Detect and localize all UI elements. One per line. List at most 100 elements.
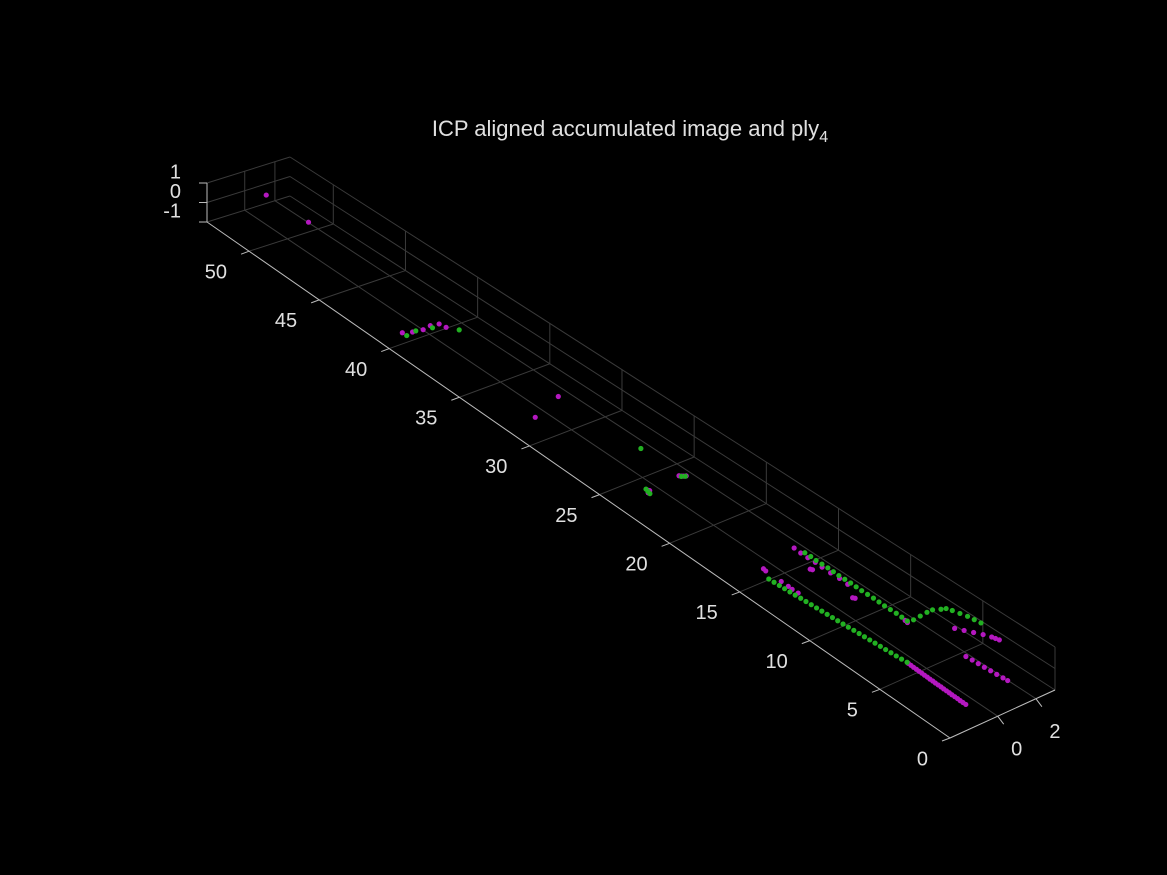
point <box>949 607 955 614</box>
point <box>404 332 410 339</box>
point <box>1000 675 1006 681</box>
point <box>845 624 851 630</box>
point <box>852 595 858 601</box>
grid-line <box>274 200 1037 700</box>
point <box>413 328 419 334</box>
point <box>963 653 969 660</box>
point <box>893 610 899 616</box>
point <box>776 582 782 589</box>
point <box>829 614 836 621</box>
grid-line <box>248 223 334 252</box>
grid-line <box>289 195 1056 691</box>
point <box>917 613 923 619</box>
point <box>957 610 963 617</box>
z-tick-label: 1 <box>170 161 181 183</box>
point <box>819 608 825 614</box>
point <box>555 393 561 400</box>
y-tick <box>731 591 740 596</box>
point <box>791 545 797 551</box>
point <box>778 578 784 585</box>
point <box>825 565 831 571</box>
y-tick-label: 20 <box>625 554 647 576</box>
point <box>929 607 936 613</box>
point <box>830 569 836 575</box>
point <box>766 576 772 582</box>
point <box>876 599 882 605</box>
point <box>861 634 868 640</box>
y-tick <box>240 250 250 255</box>
point <box>971 617 977 623</box>
y-tick <box>381 348 390 353</box>
point <box>638 445 644 452</box>
point <box>978 620 984 626</box>
title-text: ICP aligned accumulated image and ply <box>432 116 819 141</box>
point <box>963 701 969 708</box>
point <box>969 657 975 663</box>
point <box>835 618 841 624</box>
grid-line <box>206 195 291 223</box>
point <box>813 557 819 564</box>
y-tick-label: 10 <box>766 651 788 673</box>
point <box>803 598 809 605</box>
point <box>952 625 958 631</box>
grid-line <box>739 549 839 593</box>
point <box>792 592 798 598</box>
point <box>904 659 910 665</box>
point <box>848 580 854 586</box>
point <box>399 330 405 336</box>
y-tick <box>451 396 460 401</box>
point <box>647 491 653 497</box>
point <box>943 605 949 612</box>
y-tick <box>521 445 530 450</box>
point <box>877 643 883 649</box>
point <box>436 321 442 327</box>
point <box>961 627 967 634</box>
point <box>971 629 977 636</box>
grid-line <box>206 156 291 184</box>
point <box>851 627 857 633</box>
grid-line <box>599 456 695 496</box>
x-tick <box>1035 698 1043 708</box>
point <box>859 588 865 594</box>
point <box>782 586 788 592</box>
point <box>771 579 777 585</box>
point <box>819 561 825 567</box>
point <box>263 192 269 198</box>
point <box>443 324 449 330</box>
point <box>888 650 894 656</box>
grid-line <box>289 156 1056 648</box>
point <box>763 568 769 574</box>
point <box>887 606 893 613</box>
grid-line <box>669 503 767 544</box>
point <box>872 640 878 646</box>
point <box>988 668 994 674</box>
point <box>899 614 905 620</box>
point <box>840 621 846 627</box>
y-tick <box>661 542 670 547</box>
point <box>924 609 930 615</box>
grid-line <box>879 642 984 690</box>
grid-line <box>459 363 550 398</box>
y-tick-label: 45 <box>275 310 297 332</box>
z-tick-label: 0 <box>170 181 181 203</box>
point <box>678 473 684 479</box>
chart-title: ICP aligned accumulated image and ply4 <box>432 116 828 146</box>
point <box>429 325 436 331</box>
point <box>808 553 814 560</box>
grid-line <box>289 176 1056 669</box>
point <box>836 572 842 579</box>
y-tick-label: 0 <box>917 748 928 770</box>
grid-line <box>389 316 478 350</box>
grid-line <box>206 176 291 203</box>
y-tick-label: 35 <box>415 408 437 430</box>
point <box>981 664 987 670</box>
point <box>798 595 804 601</box>
x-tick <box>997 715 1005 725</box>
point <box>910 617 917 623</box>
y-axis-line <box>206 221 951 739</box>
y-tick <box>591 494 600 499</box>
y-tick <box>801 640 810 645</box>
x-tick-label: 2 <box>1049 721 1060 743</box>
